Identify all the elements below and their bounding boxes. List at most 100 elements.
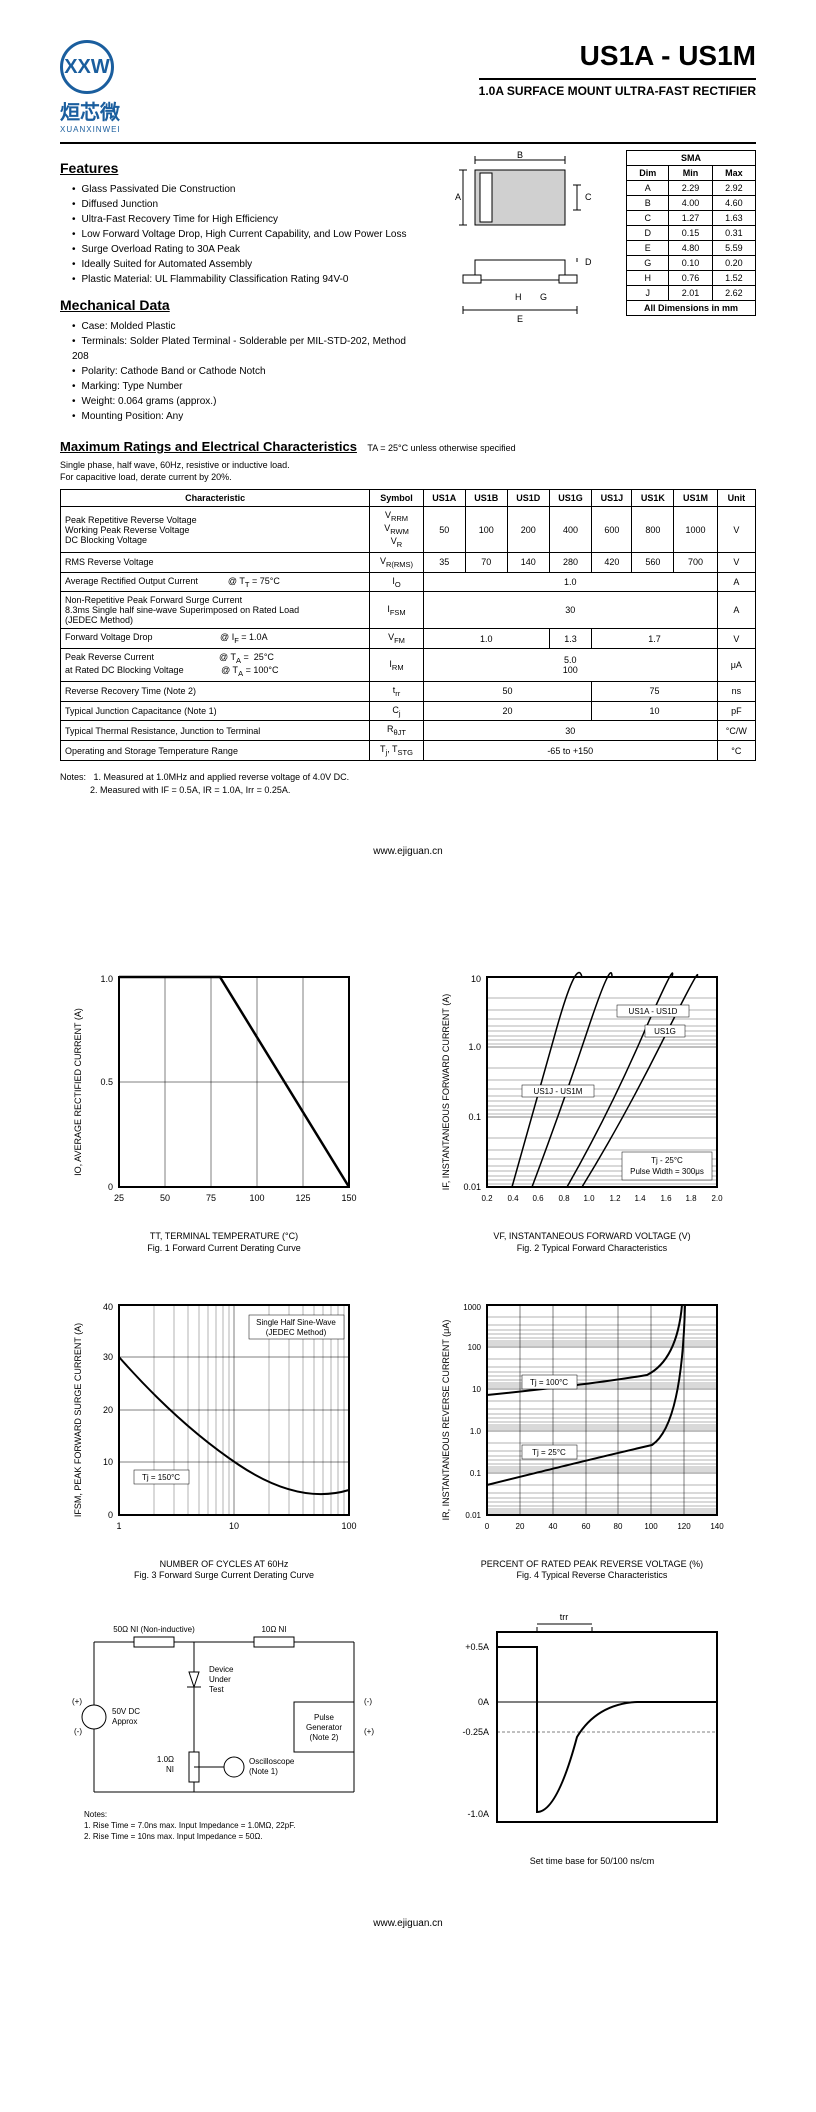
feature-item: Ultra-Fast Recovery Time for High Effici… — [72, 212, 424, 227]
svg-text:10: 10 — [229, 1521, 239, 1531]
svg-text:H: H — [515, 292, 522, 302]
mechanical-list: Case: Molded PlasticTerminals: Solder Pl… — [60, 319, 424, 424]
svg-text:125: 125 — [295, 1193, 310, 1203]
svg-text:(+): (+) — [72, 1697, 82, 1706]
fig1: IO, AVERAGE RECTIFIED CURRENT (A) 1.0 — [60, 957, 388, 1254]
svg-text:Tj - 25°C: Tj - 25°C — [651, 1156, 683, 1165]
mechanical-item: Mounting Position: Any — [72, 409, 424, 424]
svg-text:0.1: 0.1 — [468, 1112, 481, 1122]
fig2: IF, INSTANTANEOUS FORWARD CURRENT (A) — [428, 957, 756, 1254]
svg-text:20: 20 — [103, 1405, 113, 1415]
svg-text:1: 1 — [116, 1521, 121, 1531]
svg-text:Tj = 100°C: Tj = 100°C — [530, 1378, 568, 1387]
svg-text:IO, AVERAGE RECTIFIED CURRENT: IO, AVERAGE RECTIFIED CURRENT (A) — [73, 1008, 83, 1176]
part-title: US1A - US1M — [479, 40, 756, 72]
svg-text:0A: 0A — [478, 1697, 489, 1707]
svg-text:C: C — [585, 192, 592, 202]
fig5: 50Ω NI (Non-inductive) 10Ω NI Device Und… — [60, 1612, 388, 1868]
svg-text:Generator: Generator — [306, 1723, 342, 1732]
svg-text:(-): (-) — [74, 1727, 82, 1736]
svg-text:2. Rise Time = 10ns max. Input: 2. Rise Time = 10ns max. Input Impedance… — [84, 1832, 263, 1841]
svg-text:150: 150 — [341, 1193, 356, 1203]
svg-text:G: G — [540, 292, 547, 302]
svg-text:B: B — [517, 150, 523, 160]
feature-item: Diffused Junction — [72, 197, 424, 212]
max-ratings-notes: Single phase, half wave, 60Hz, resistive… — [60, 460, 756, 483]
dimensions-table: SMA DimMinMaxA2.292.92B4.004.60C1.271.63… — [626, 150, 756, 424]
svg-text:100: 100 — [341, 1521, 356, 1531]
part-subtitle: 1.0A SURFACE MOUNT ULTRA-FAST RECTIFIER — [479, 78, 756, 98]
svg-text:100: 100 — [644, 1522, 658, 1531]
svg-text:0.01: 0.01 — [465, 1511, 481, 1520]
svg-text:(JEDEC Method): (JEDEC Method) — [266, 1328, 327, 1337]
svg-text:(-): (-) — [364, 1697, 372, 1706]
svg-text:E: E — [517, 314, 523, 324]
svg-text:Pulse: Pulse — [314, 1713, 335, 1722]
svg-text:0: 0 — [485, 1522, 490, 1531]
svg-text:0: 0 — [108, 1510, 113, 1520]
mechanical-item: Polarity: Cathode Band or Cathode Notch — [72, 364, 424, 379]
max-ratings-cond: TA = 25°C unless otherwise specified — [367, 443, 515, 453]
svg-text:40: 40 — [549, 1522, 558, 1531]
svg-text:10: 10 — [471, 974, 481, 984]
features-title: Features — [60, 160, 424, 176]
header: XXW 烜芯微 XUANXINWEI US1A - US1M 1.0A SURF… — [60, 40, 756, 144]
svg-text:IF, INSTANTANEOUS FORWARD CURR: IF, INSTANTANEOUS FORWARD CURRENT (A) — [441, 994, 451, 1191]
svg-text:10: 10 — [103, 1457, 113, 1467]
svg-text:NI: NI — [166, 1765, 174, 1774]
svg-text:0.5: 0.5 — [100, 1077, 113, 1087]
svg-text:0.2: 0.2 — [481, 1194, 493, 1203]
svg-text:20: 20 — [516, 1522, 525, 1531]
mechanical-title: Mechanical Data — [60, 297, 424, 313]
footnotes: Notes: 1. Measured at 1.0MHz and applied… — [60, 771, 756, 796]
svg-text:50V DC: 50V DC — [112, 1707, 140, 1716]
ratings-table: CharacteristicSymbolUS1AUS1BUS1DUS1GUS1J… — [60, 489, 756, 761]
svg-text:1.6: 1.6 — [660, 1194, 672, 1203]
svg-text:2.0: 2.0 — [711, 1194, 723, 1203]
svg-text:-1.0A: -1.0A — [467, 1809, 489, 1819]
svg-text:50: 50 — [160, 1193, 170, 1203]
feature-item: Ideally Suited for Automated Assembly — [72, 257, 424, 272]
svg-text:40: 40 — [103, 1302, 113, 1312]
footer-url: www.ejiguan.cn — [60, 846, 756, 857]
svg-text:0.6: 0.6 — [532, 1194, 544, 1203]
svg-text:US1A - US1D: US1A - US1D — [629, 1007, 678, 1016]
svg-text:25: 25 — [114, 1193, 124, 1203]
feature-item: Low Forward Voltage Drop, High Current C… — [72, 227, 424, 242]
logo-en: XUANXINWEI — [60, 125, 121, 134]
svg-text:1. Rise Time = 7.0ns max. Inpu: 1. Rise Time = 7.0ns max. Input Impedanc… — [84, 1821, 295, 1830]
logo-cn: 烜芯微 — [60, 96, 120, 125]
svg-text:50Ω NI (Non-inductive): 50Ω NI (Non-inductive) — [113, 1625, 195, 1634]
svg-text:1.0: 1.0 — [583, 1194, 595, 1203]
package-drawing: B A C D H G E — [440, 150, 610, 424]
svg-text:(Note 1): (Note 1) — [249, 1767, 278, 1776]
svg-text:0.4: 0.4 — [507, 1194, 519, 1203]
mechanical-item: Case: Molded Plastic — [72, 319, 424, 334]
svg-text:60: 60 — [582, 1522, 591, 1531]
fig4: IR, INSTANTANEOUS REVERSE CURRENT (μA) — [428, 1285, 756, 1582]
svg-text:100: 100 — [249, 1193, 264, 1203]
svg-text:1.4: 1.4 — [634, 1194, 646, 1203]
svg-text:Tj = 150°C: Tj = 150°C — [142, 1473, 180, 1482]
svg-text:Single Half Sine-Wave: Single Half Sine-Wave — [256, 1318, 336, 1327]
fig3: IFSM, PEAK FORWARD SURGE CURRENT (A) — [60, 1285, 388, 1582]
svg-text:1.2: 1.2 — [609, 1194, 621, 1203]
svg-text:75: 75 — [206, 1193, 216, 1203]
svg-text:1.8: 1.8 — [685, 1194, 697, 1203]
svg-text:Under: Under — [209, 1675, 231, 1684]
svg-text:trr: trr — [560, 1612, 569, 1622]
svg-text:120: 120 — [677, 1522, 691, 1531]
svg-text:D: D — [585, 257, 592, 267]
mechanical-item: Terminals: Solder Plated Terminal - Sold… — [72, 334, 424, 364]
logo: XXW 烜芯微 XUANXINWEI — [60, 40, 121, 134]
svg-text:Test: Test — [209, 1685, 224, 1694]
svg-text:US1J - US1M: US1J - US1M — [534, 1087, 583, 1096]
mechanical-item: Marking: Type Number — [72, 379, 424, 394]
svg-text:A: A — [455, 192, 461, 202]
svg-text:Device: Device — [209, 1665, 234, 1674]
svg-text:Approx: Approx — [112, 1717, 137, 1726]
svg-text:0.1: 0.1 — [470, 1469, 482, 1478]
svg-text:IR, INSTANTANEOUS REVERSE CURR: IR, INSTANTANEOUS REVERSE CURRENT (μA) — [441, 1319, 451, 1520]
svg-text:1.0Ω: 1.0Ω — [157, 1755, 174, 1764]
svg-text:1000: 1000 — [463, 1303, 481, 1312]
